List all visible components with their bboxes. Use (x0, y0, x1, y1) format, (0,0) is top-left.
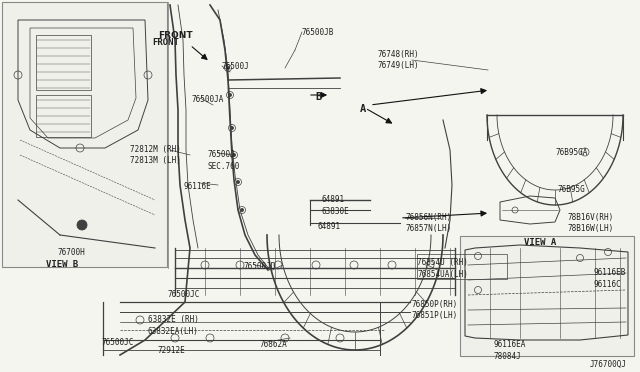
Bar (417, 254, 507, 279)
Text: J76700QJ: J76700QJ (590, 360, 627, 369)
Bar (36, 95, 91, 137)
Text: 76B95G: 76B95G (558, 185, 586, 194)
Text: 76748(RH): 76748(RH) (378, 50, 420, 59)
Text: 76500JC: 76500JC (102, 338, 134, 347)
Circle shape (237, 180, 239, 183)
Text: 72912E: 72912E (158, 346, 186, 355)
Text: B: B (315, 92, 321, 102)
Text: 96116E: 96116E (183, 182, 211, 191)
Bar (36, 35, 91, 90)
Text: 96116EA: 96116EA (494, 340, 526, 349)
Text: 96116C: 96116C (594, 280, 621, 289)
Text: 76857N(LH): 76857N(LH) (405, 224, 451, 233)
Text: 72813M (LH): 72813M (LH) (130, 156, 181, 165)
Text: 78084J: 78084J (494, 352, 522, 361)
Text: FRONT: FRONT (158, 31, 193, 40)
Text: 76854U (RH): 76854U (RH) (417, 258, 468, 267)
Circle shape (230, 126, 234, 129)
Text: 76700H: 76700H (58, 248, 86, 257)
Text: 76856N(RH): 76856N(RH) (405, 213, 451, 222)
Circle shape (232, 154, 236, 157)
Text: 96116EB: 96116EB (594, 268, 627, 277)
Text: A: A (360, 104, 366, 114)
Text: 72812M (RH): 72812M (RH) (130, 145, 181, 154)
Bar (2, 2, 167, 267)
Text: VIEW A: VIEW A (524, 238, 556, 247)
Text: 76500J: 76500J (208, 150, 236, 159)
Text: FRONT: FRONT (152, 38, 179, 47)
Text: 76B95GA: 76B95GA (556, 148, 588, 157)
Text: 78B16W(LH): 78B16W(LH) (567, 224, 613, 233)
Text: 76749(LH): 76749(LH) (378, 61, 420, 70)
Text: 63832EA(LH): 63832EA(LH) (148, 327, 199, 336)
Text: 64891: 64891 (318, 222, 341, 231)
Text: 76500J: 76500J (222, 62, 250, 71)
Text: 76500JC: 76500JC (168, 290, 200, 299)
Text: 63830E: 63830E (322, 207, 349, 216)
Text: 63832E (RH): 63832E (RH) (148, 315, 199, 324)
Circle shape (228, 93, 232, 96)
Text: 76850P(RH): 76850P(RH) (412, 300, 458, 309)
Text: 76500JA: 76500JA (192, 95, 225, 104)
Text: 76862A: 76862A (260, 340, 288, 349)
Text: 78B16V(RH): 78B16V(RH) (567, 213, 613, 222)
Text: 76851P(LH): 76851P(LH) (412, 311, 458, 320)
Circle shape (77, 220, 87, 230)
Circle shape (241, 208, 243, 212)
Text: 64891: 64891 (322, 195, 345, 204)
Text: SEC.760: SEC.760 (208, 162, 241, 171)
Text: 76500JB: 76500JB (302, 28, 334, 37)
Text: 76500JD: 76500JD (244, 262, 276, 271)
Text: 76854UA(LH): 76854UA(LH) (417, 270, 468, 279)
Bar (460, 236, 634, 356)
Circle shape (227, 67, 230, 70)
Text: VIEW B: VIEW B (46, 260, 78, 269)
